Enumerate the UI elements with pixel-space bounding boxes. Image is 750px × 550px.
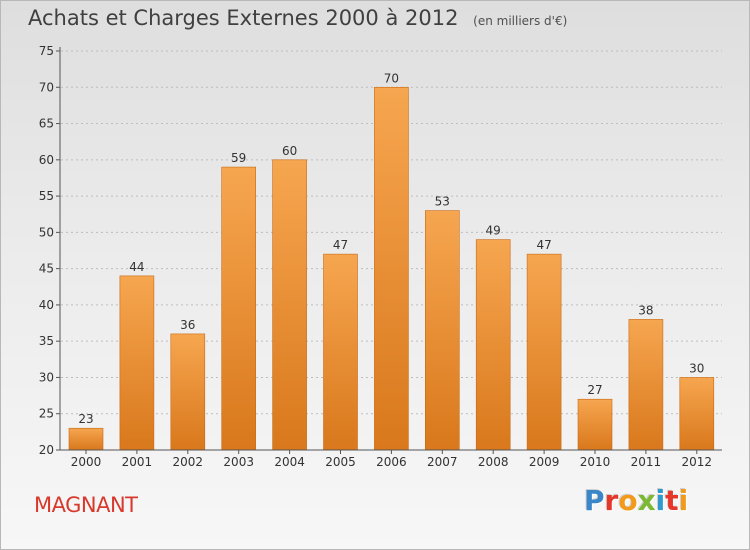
bar — [577, 398, 613, 451]
bar — [526, 253, 562, 451]
bar-value-label: 44 — [129, 260, 144, 274]
y-tick-label: 70 — [39, 80, 54, 94]
bars — [68, 86, 715, 451]
logo-letter: r — [604, 484, 619, 517]
bar — [679, 377, 715, 451]
y-tick-label: 30 — [39, 370, 54, 384]
x-tick-label: 2006 — [376, 455, 407, 469]
y-tick-label: 50 — [39, 225, 54, 239]
bar — [170, 333, 206, 451]
logo-letter: x — [637, 484, 656, 517]
x-tick-label: 2012 — [682, 455, 713, 469]
x-tick-label: 2001 — [122, 455, 153, 469]
y-tick-label: 35 — [39, 334, 54, 348]
bar — [68, 427, 104, 451]
bar — [323, 253, 358, 451]
bar-value-label: 30 — [689, 361, 704, 375]
y-tick-label: 45 — [39, 262, 54, 276]
bar — [628, 319, 664, 451]
bar — [424, 210, 460, 451]
y-tick-label: 55 — [39, 189, 54, 203]
bar-value-label: 49 — [486, 224, 501, 238]
bar-value-label: 23 — [78, 412, 93, 426]
x-tick-label: 2011 — [631, 455, 662, 469]
labels: 20 25 30 35 40 45 50 55 60 65 70 75 23 2000 44 2001 36 20… — [39, 44, 712, 469]
logo-letter: t — [665, 484, 679, 517]
axes — [56, 47, 722, 454]
bar — [475, 239, 511, 451]
y-tick-label: 40 — [39, 298, 54, 312]
bar-value-label: 47 — [536, 238, 551, 252]
x-tick-label: 2009 — [529, 455, 560, 469]
x-tick-label: 2010 — [580, 455, 611, 469]
y-tick-label: 65 — [39, 117, 54, 131]
logo-letter: i — [655, 484, 666, 517]
bar-value-label: 60 — [282, 144, 297, 158]
bar — [272, 159, 307, 451]
y-tick-label: 60 — [39, 153, 54, 167]
logo-letter: i — [678, 484, 689, 517]
bar — [221, 166, 256, 451]
y-tick-label: 20 — [39, 443, 54, 457]
bar — [374, 86, 409, 451]
x-tick-label: 2000 — [71, 455, 102, 469]
bar-value-label: 70 — [384, 71, 399, 85]
bar-value-label: 59 — [231, 151, 246, 165]
x-tick-label: 2007 — [427, 455, 458, 469]
x-tick-label: 2004 — [274, 455, 305, 469]
chart-subtitle: (en milliers d'€) — [473, 14, 568, 28]
bar-value-label: 47 — [333, 238, 348, 252]
town-name: MAGNANT — [34, 493, 138, 517]
chart-title: Achats et Charges Externes 2000 à 2012 (… — [28, 6, 567, 30]
bar-value-label: 53 — [435, 195, 450, 209]
x-tick-label: 2005 — [325, 455, 356, 469]
bar — [119, 275, 155, 451]
x-tick-label: 2008 — [478, 455, 509, 469]
logo-letter: o — [618, 484, 638, 517]
bar-value-label: 36 — [180, 318, 195, 332]
bar-value-label: 38 — [638, 303, 653, 317]
chart-title-text: Achats et Charges Externes 2000 à 2012 — [28, 6, 459, 30]
logo-letter: P — [584, 484, 605, 517]
proxiti-logo: Proxiti — [584, 484, 688, 517]
x-tick-label: 2002 — [173, 455, 204, 469]
y-tick-label: 25 — [39, 407, 54, 421]
x-tick-label: 2003 — [223, 455, 254, 469]
y-tick-label: 75 — [39, 44, 54, 58]
bar-value-label: 27 — [587, 383, 602, 397]
